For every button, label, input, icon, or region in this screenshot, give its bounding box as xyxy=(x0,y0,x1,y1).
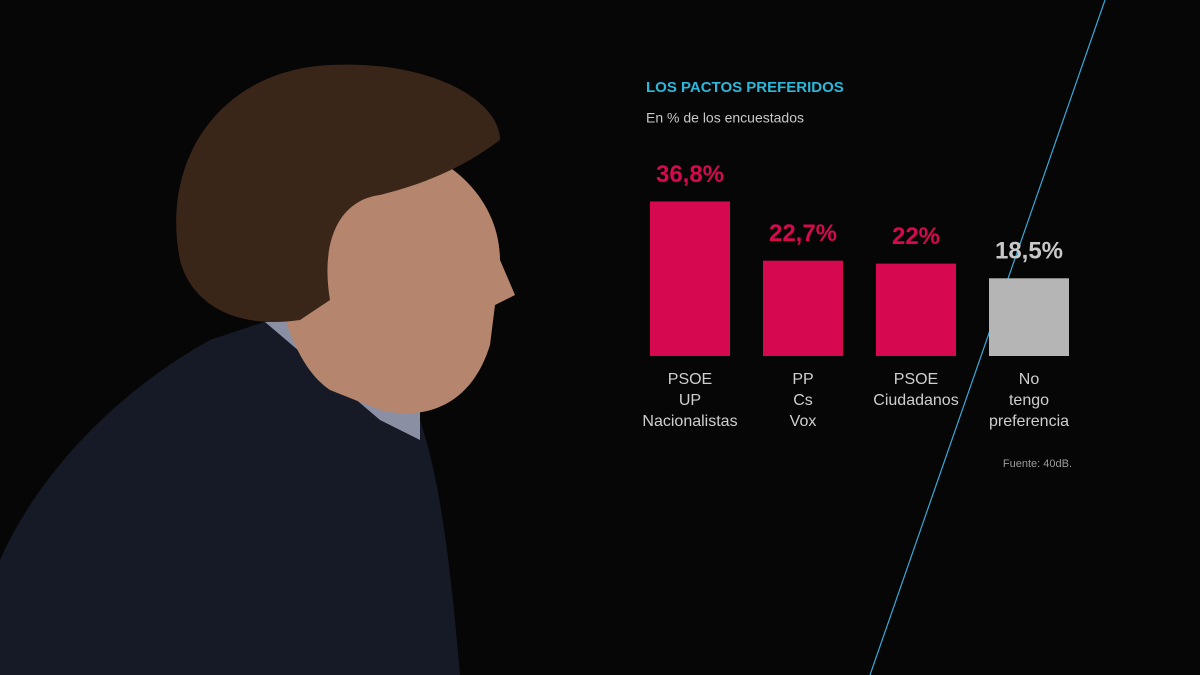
jacket xyxy=(0,320,460,675)
category-label: PSOE xyxy=(894,371,938,388)
category-label: Vox xyxy=(790,413,817,430)
category-label: Ciudadanos xyxy=(873,392,958,409)
category-label: preferencia xyxy=(989,413,1069,430)
chart-title: LOS PACTOS PREFERIDOS xyxy=(646,79,844,96)
chart-subtitle: En % de los encuestados xyxy=(646,110,804,126)
bar xyxy=(876,263,956,356)
category-label: Nacionalistas xyxy=(642,413,737,430)
category-label: Cs xyxy=(793,392,813,409)
category-label: PP xyxy=(792,371,813,388)
value-label: 22% xyxy=(892,223,940,250)
hair xyxy=(176,64,500,322)
category-label: tengo xyxy=(1009,392,1049,409)
accent-line xyxy=(869,0,1106,675)
value-label: 22,7% xyxy=(769,220,837,247)
value-label: 18,5% xyxy=(995,238,1063,265)
photo-figure xyxy=(0,64,515,675)
value-label: 36,8% xyxy=(656,161,724,188)
source: Fuente: 40dB. xyxy=(1003,458,1072,470)
category-label: No xyxy=(1019,371,1040,388)
category-label: UP xyxy=(679,392,701,409)
category-label: PSOE xyxy=(668,371,712,388)
bar xyxy=(650,201,730,356)
bar xyxy=(989,278,1069,356)
bar xyxy=(763,260,843,356)
